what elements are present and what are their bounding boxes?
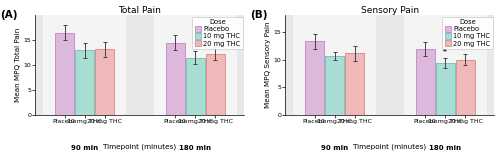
Text: 180 min: 180 min [180, 145, 212, 152]
Text: *: * [464, 44, 467, 53]
Bar [456, 60, 474, 115]
Bar [345, 54, 364, 115]
Legend: Placebo, 10 mg THC, 20 mg THC: Placebo, 10 mg THC, 20 mg THC [192, 17, 243, 49]
Bar [325, 56, 344, 115]
Bar [306, 41, 324, 115]
Text: *: * [444, 48, 447, 57]
Text: (B): (B) [250, 10, 268, 20]
Legend: Placebo, 10 mg THC, 20 mg THC: Placebo, 10 mg THC, 20 mg THC [442, 17, 493, 49]
Text: 180 min: 180 min [430, 145, 462, 152]
Text: *: * [214, 37, 217, 46]
Bar [436, 63, 455, 115]
Title: Total Pain: Total Pain [118, 5, 162, 15]
Bar [166, 43, 185, 115]
Bar [186, 58, 205, 115]
Text: 90 min: 90 min [321, 145, 348, 152]
Bar [154, 15, 236, 115]
Bar [75, 50, 94, 115]
Text: *: * [194, 41, 197, 50]
X-axis label: Timepoint (minutes): Timepoint (minutes) [354, 143, 426, 150]
Text: (A): (A) [0, 10, 18, 20]
Y-axis label: Mean MPQ Total Pain: Mean MPQ Total Pain [15, 28, 21, 102]
Title: Sensory Pain: Sensory Pain [361, 5, 419, 15]
Y-axis label: Mean MPQ Sensory Pain: Mean MPQ Sensory Pain [265, 22, 271, 108]
X-axis label: Timepoint (minutes): Timepoint (minutes) [104, 143, 176, 150]
Bar [95, 49, 114, 115]
Text: 90 min: 90 min [71, 145, 98, 152]
Bar [404, 15, 486, 115]
Bar [43, 15, 126, 115]
Bar [206, 54, 225, 115]
Bar [293, 15, 376, 115]
Bar [56, 33, 74, 115]
Bar [416, 49, 435, 115]
